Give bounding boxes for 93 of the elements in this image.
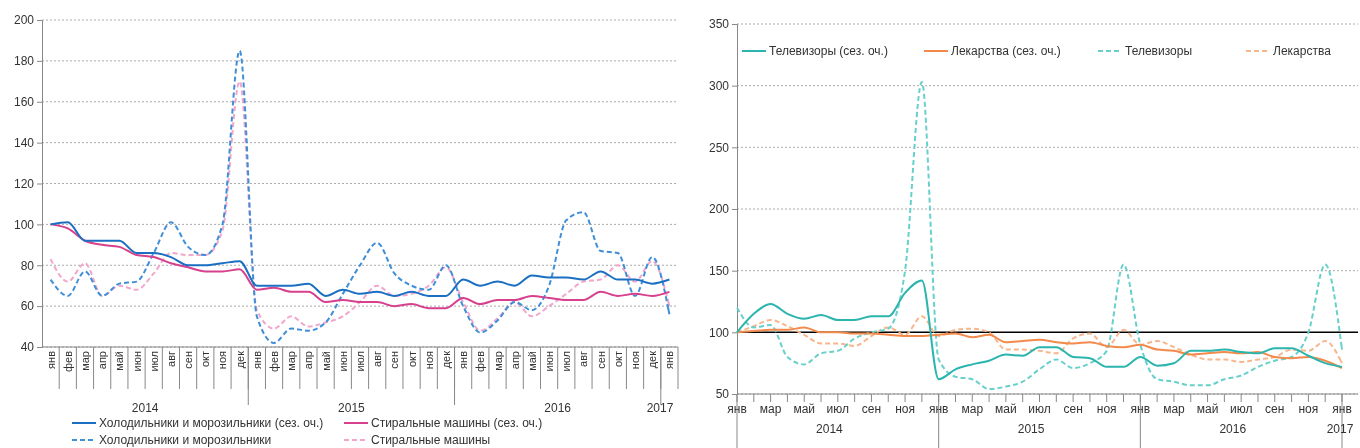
text: 2017 xyxy=(1326,422,1354,436)
x-tick-label: апр xyxy=(508,351,521,370)
x-tick-label: июн xyxy=(336,351,349,372)
legend-label: Стиральные машины xyxy=(371,433,491,447)
y-tick-label: 120 xyxy=(13,176,35,191)
x-tick-label: окт xyxy=(199,351,212,368)
y-tick-label: 150 xyxy=(708,264,730,279)
x-tick-label: июн xyxy=(543,351,556,372)
x-tick-label: ноя xyxy=(1298,402,1319,416)
y-tick-label: 350 xyxy=(708,17,730,32)
legend-label: Стиральные машины (сез. оч.) xyxy=(371,416,543,430)
x-tick-label: дек xyxy=(439,350,452,369)
x-tick-label: мар xyxy=(759,402,782,416)
text: 2017 xyxy=(646,401,674,415)
line-series xyxy=(736,326,1343,370)
x-tick-label: июл xyxy=(1028,402,1051,416)
x-tick-label: янв xyxy=(457,350,470,369)
text: 2015 xyxy=(338,401,366,415)
line-series xyxy=(736,80,1343,391)
y-tick-label: 140 xyxy=(13,135,35,150)
y-tick-label: 200 xyxy=(708,202,730,217)
x-tick-label: ноя xyxy=(629,350,642,370)
line-series xyxy=(736,279,1343,381)
x-tick-label: апр xyxy=(96,351,109,370)
x-tick-label: ноя xyxy=(422,350,435,370)
x-tick-label: янв xyxy=(250,350,263,369)
x-tick-label: янв xyxy=(44,350,57,369)
x-tick-label: мар xyxy=(78,351,91,371)
line-series xyxy=(49,223,671,310)
y-tick-label: 300 xyxy=(708,79,730,94)
x-tick-label: мар xyxy=(961,402,984,416)
y-tick-label: 40 xyxy=(20,340,35,355)
x-tick-label: дек xyxy=(646,350,659,369)
x-tick-label: май xyxy=(995,402,1017,416)
x-tick-label: сен xyxy=(1063,402,1083,416)
x-tick-label: янв xyxy=(663,350,676,369)
x-tick-label: дек xyxy=(233,350,246,369)
x-tick-label: июл xyxy=(354,351,366,372)
y-tick-label: 60 xyxy=(20,299,35,314)
x-tick-label: сен xyxy=(861,402,882,416)
x-tick-label: май xyxy=(113,351,126,371)
x-tick-label: май xyxy=(525,351,538,371)
x-tick-label: мар xyxy=(285,351,298,371)
legend-label: Телевизоры xyxy=(1125,44,1193,58)
x-tick-label: сен xyxy=(182,351,195,369)
x-tick-label: июн xyxy=(130,351,143,372)
x-tick-label: янв xyxy=(1332,402,1352,416)
text: 2016 xyxy=(1219,422,1247,436)
x-tick-label: ноя xyxy=(895,402,915,416)
y-tick-label: 250 xyxy=(708,140,730,155)
legend-label: Холодильники и морозильники (сез. оч.) xyxy=(99,416,324,430)
x-tick-label: июл xyxy=(826,402,850,416)
legend-label: Холодильники и морозильники xyxy=(99,433,272,447)
text: 2016 xyxy=(544,401,572,415)
text: 2015 xyxy=(1017,422,1045,436)
x-tick-label: апр xyxy=(302,351,315,370)
x-tick-label: сен xyxy=(594,351,607,369)
x-tick-label: янв xyxy=(727,402,747,416)
y-tick-label: 100 xyxy=(13,217,35,232)
x-tick-label: май xyxy=(319,351,332,371)
y-tick-label: 80 xyxy=(20,258,35,273)
x-tick-label: авг xyxy=(577,351,590,367)
legend-label: Лекарства xyxy=(1273,44,1332,58)
x-tick-label: июл xyxy=(1229,402,1253,416)
x-tick-label: сен xyxy=(1265,402,1285,416)
x-tick-label: ноя xyxy=(1096,402,1117,416)
x-tick-label: янв xyxy=(1130,402,1151,416)
x-tick-label: фев xyxy=(474,350,487,373)
y-tick-label: 200 xyxy=(13,13,35,28)
y-tick-label: 50 xyxy=(715,387,730,402)
text: 2014 xyxy=(816,422,844,436)
x-tick-label: ноя xyxy=(216,350,229,370)
x-tick-label: сен xyxy=(388,351,401,369)
line-series xyxy=(49,221,671,297)
x-tick-label: мар xyxy=(1163,402,1186,416)
x-tick-label: авг xyxy=(371,351,384,367)
x-tick-label: июл xyxy=(147,351,160,372)
x-tick-label: авг xyxy=(164,351,177,367)
legend-label: Лекарства (сез. оч.) xyxy=(951,44,1061,58)
x-tick-label: окт xyxy=(611,351,624,368)
x-tick-label: мар xyxy=(491,351,504,371)
x-tick-label: май xyxy=(793,402,816,416)
text: 2014 xyxy=(131,401,159,415)
y-tick-label: 180 xyxy=(13,54,35,69)
x-tick-label: июл xyxy=(560,351,573,372)
y-tick-label: 100 xyxy=(708,325,730,340)
x-tick-label: фев xyxy=(61,350,74,373)
x-tick-label: янв xyxy=(928,402,949,416)
x-tick-label: окт xyxy=(405,351,418,368)
legend-label: Телевизоры (сез. оч.) xyxy=(769,44,888,58)
x-tick-label: май xyxy=(1196,402,1219,416)
x-tick-label: фев xyxy=(268,350,281,373)
y-tick-label: 160 xyxy=(13,95,35,110)
